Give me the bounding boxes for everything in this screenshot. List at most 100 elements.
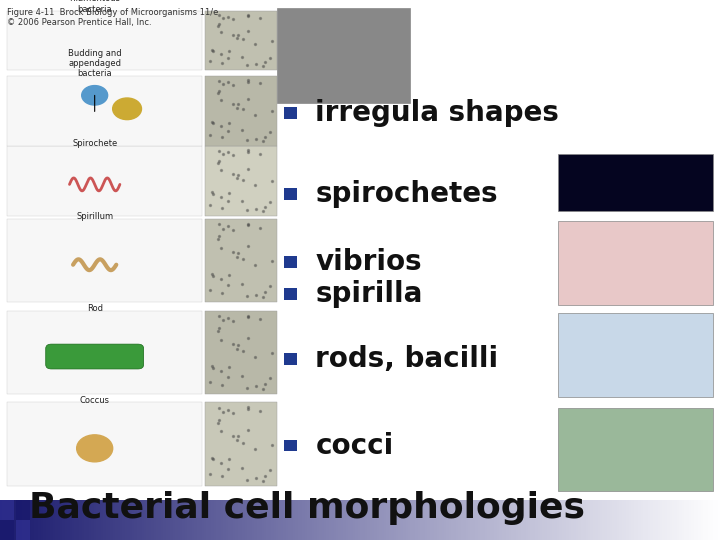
Bar — [533, 500, 536, 540]
Point — [242, 219, 253, 227]
Bar — [410, 500, 413, 540]
Point — [217, 307, 228, 316]
Bar — [324, 500, 327, 540]
Bar — [558, 408, 713, 491]
Bar — [648, 500, 651, 540]
Point — [254, 125, 266, 133]
Bar — [679, 500, 683, 540]
Bar — [338, 500, 341, 540]
Bar — [5, 500, 8, 540]
Bar — [31, 500, 35, 540]
Point — [257, 325, 269, 333]
Bar — [259, 500, 262, 540]
Bar — [144, 500, 147, 540]
Bar — [205, 11, 277, 70]
Bar — [7, 76, 202, 146]
Bar — [295, 500, 298, 540]
Bar — [7, 402, 202, 486]
Bar — [322, 500, 325, 540]
Bar — [619, 500, 622, 540]
Point — [233, 283, 244, 292]
Point — [242, 367, 253, 375]
Bar — [45, 500, 49, 540]
Bar — [24, 500, 27, 540]
Bar — [27, 500, 30, 540]
Bar — [504, 500, 507, 540]
Bar — [86, 500, 89, 540]
Bar — [122, 500, 125, 540]
Bar — [36, 500, 39, 540]
Point — [265, 249, 276, 258]
Point — [215, 73, 226, 82]
Bar — [653, 500, 656, 540]
Bar — [58, 500, 60, 540]
Text: cocci: cocci — [315, 431, 394, 460]
Point — [213, 220, 225, 228]
Point — [254, 453, 266, 461]
Point — [206, 414, 217, 422]
Bar — [516, 500, 519, 540]
Bar — [682, 500, 685, 540]
Point — [242, 384, 253, 393]
Point — [215, 504, 227, 512]
Bar — [365, 500, 368, 540]
Bar — [235, 500, 238, 540]
Bar — [423, 500, 426, 540]
Bar — [63, 500, 66, 540]
Bar — [257, 500, 260, 540]
Bar — [477, 500, 481, 540]
Point — [213, 128, 225, 137]
Bar — [403, 500, 406, 540]
Bar — [466, 500, 469, 540]
Point — [233, 501, 244, 509]
Bar — [698, 500, 701, 540]
Bar — [158, 500, 161, 540]
Bar — [538, 500, 541, 540]
Point — [222, 404, 233, 413]
Bar — [693, 500, 697, 540]
Point — [222, 218, 233, 226]
Point — [233, 361, 244, 370]
Bar — [461, 500, 464, 540]
Text: Budding and
appendaged
bacteria: Budding and appendaged bacteria — [68, 49, 122, 78]
Point — [215, 482, 226, 491]
Bar — [310, 500, 312, 540]
Bar — [110, 500, 114, 540]
Point — [213, 312, 225, 320]
Bar — [281, 500, 284, 540]
Point — [216, 328, 228, 337]
Bar — [16, 500, 30, 519]
Point — [243, 312, 254, 321]
Bar — [168, 500, 171, 540]
Bar — [264, 500, 267, 540]
Bar — [2, 500, 6, 540]
Bar — [84, 500, 87, 540]
Point — [215, 196, 227, 205]
Bar — [567, 500, 570, 540]
Bar — [665, 500, 668, 540]
Bar — [459, 500, 462, 540]
Bar — [178, 500, 181, 540]
Bar — [675, 500, 678, 540]
Point — [222, 454, 233, 462]
Bar — [487, 500, 490, 540]
Bar — [405, 500, 409, 540]
Bar — [117, 500, 121, 540]
Bar — [312, 500, 315, 540]
Bar — [91, 500, 94, 540]
Circle shape — [77, 435, 113, 462]
Point — [215, 256, 226, 265]
Point — [237, 426, 248, 435]
Bar — [662, 500, 665, 540]
Bar — [521, 500, 524, 540]
Bar — [558, 154, 713, 211]
Point — [227, 306, 238, 315]
Bar — [17, 500, 20, 540]
Bar — [7, 146, 202, 216]
Bar — [506, 500, 510, 540]
Point — [227, 450, 238, 459]
Bar — [456, 500, 459, 540]
Point — [212, 113, 224, 122]
Bar — [643, 500, 647, 540]
Bar — [94, 500, 96, 540]
